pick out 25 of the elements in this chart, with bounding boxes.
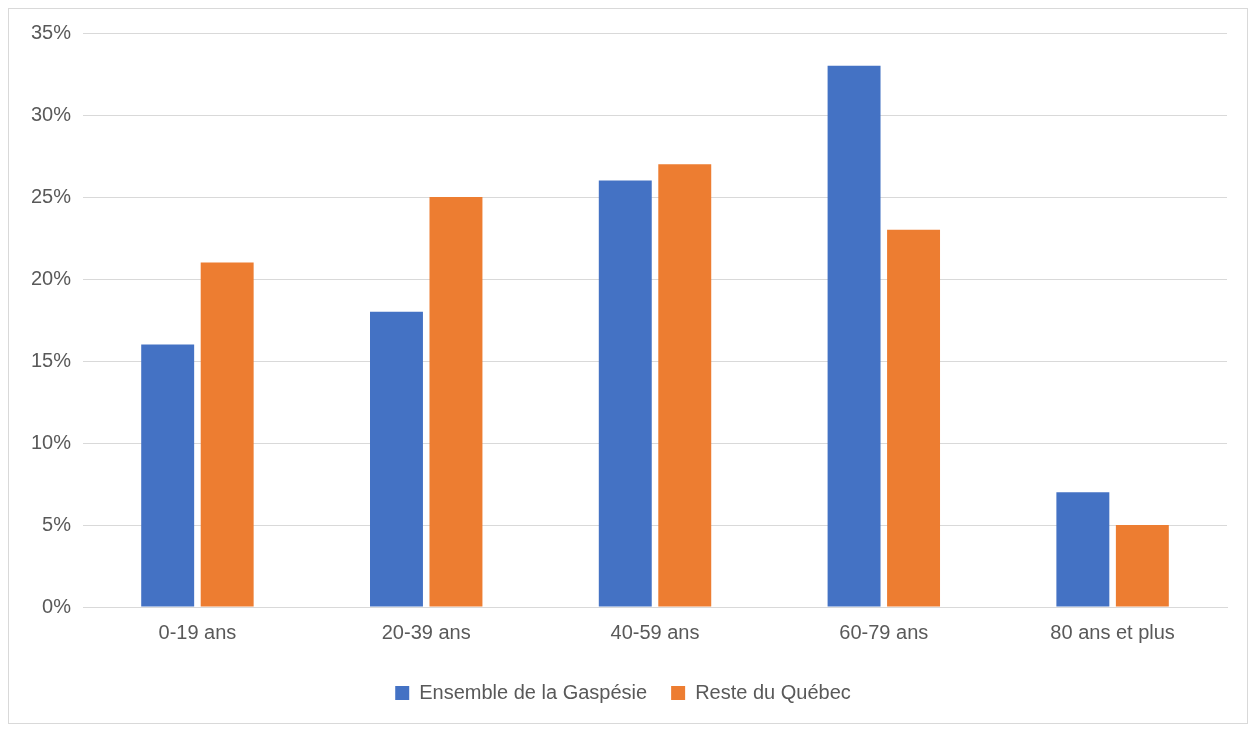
bar xyxy=(598,180,652,607)
y-tick-label: 35% xyxy=(31,20,72,43)
x-tick-label: 20-39 ans xyxy=(381,620,471,643)
bar xyxy=(370,311,423,607)
y-tick-label: 5% xyxy=(42,512,72,535)
x-tick-label: 60-79 ans xyxy=(839,620,929,643)
bar xyxy=(1056,492,1110,607)
y-tick-label: 15% xyxy=(31,348,72,371)
y-tick-label: 20% xyxy=(31,266,72,289)
legend-label: Reste du Québec xyxy=(695,680,851,703)
bar xyxy=(887,229,941,607)
x-tick-label: 80 ans et plus xyxy=(1050,620,1175,643)
bar xyxy=(200,262,254,607)
y-tick-label: 10% xyxy=(31,430,72,453)
bar xyxy=(827,65,881,607)
y-tick-label: 30% xyxy=(31,102,72,125)
bar xyxy=(429,197,483,607)
x-tick-label: 40-59 ans xyxy=(610,620,700,643)
bar xyxy=(658,164,712,607)
y-tick-label: 25% xyxy=(31,184,72,207)
legend-label: Ensemble de la Gaspésie xyxy=(419,680,648,703)
bar xyxy=(141,344,195,607)
x-tick-label: 0-19 ans xyxy=(158,620,237,643)
y-tick-label: 0% xyxy=(42,594,72,617)
bar xyxy=(1115,525,1169,607)
